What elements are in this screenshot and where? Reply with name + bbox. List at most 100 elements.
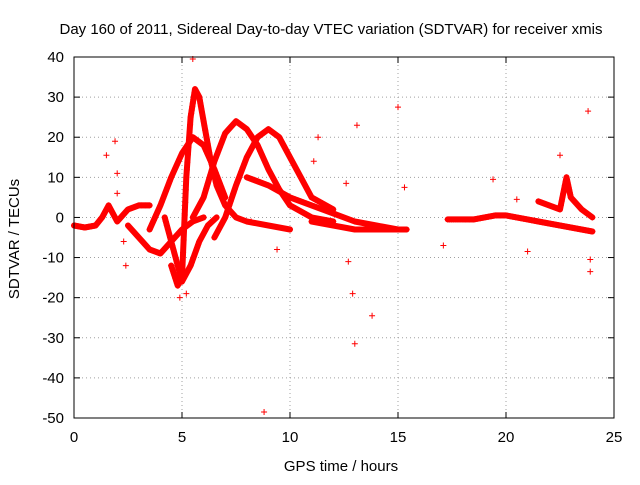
x-tick-label: 5 [178,429,186,446]
trace-point [180,249,187,256]
trace-point [243,154,250,161]
trace-point [204,151,211,158]
trace-point [276,224,283,231]
trace-point [193,216,200,223]
trace-point [273,181,280,188]
trace-point [204,180,211,187]
trace-point [550,203,557,210]
trace-point [190,96,197,103]
trace-point [322,220,329,227]
trace-point [242,217,249,224]
trace-point [262,160,269,167]
trace-point [354,218,361,225]
trace-point [158,198,165,205]
outlier-point [585,108,592,115]
trace-point [250,141,257,148]
trace-point [212,231,219,238]
trace-point [564,179,571,186]
trace-point [180,237,187,244]
trace-point [189,214,196,221]
trace-point [260,180,266,187]
trace-point [295,169,302,176]
trace-point [293,166,300,173]
trace-point [174,262,181,269]
trace-point [152,248,158,255]
trace-point [203,185,210,192]
trace-point [218,183,225,190]
trace-point [245,151,252,158]
trace-point [289,159,296,166]
outlier-point [315,134,322,141]
trace-point [265,222,272,229]
trace-point [126,205,133,212]
trace-point [327,209,334,216]
trace-point [195,241,202,248]
trace-point [282,146,289,153]
trace-point [544,201,551,208]
trace-point [262,221,269,228]
outlier-point [261,408,268,415]
trace-point [129,204,136,211]
trace-point [198,109,205,116]
trace-point [249,144,256,151]
trace-point [308,218,315,225]
x-tick-label: 25 [606,429,623,446]
trace-point [588,213,595,220]
trace-point [270,223,277,230]
trace-point [242,125,249,132]
trace-point [330,222,337,229]
trace-point [246,149,253,156]
trace-point [214,173,221,180]
trace-point [589,214,596,221]
trace-point [276,134,283,141]
trace-point [247,146,254,153]
x-tick-label: 10 [282,429,299,446]
trace-point [311,218,318,225]
outlier-point [349,290,356,297]
trace-point [188,259,195,266]
trace-point [215,176,222,183]
trace-point [168,238,175,245]
trace-point [222,194,229,201]
trace-point [149,247,156,254]
trace-point [170,270,177,277]
trace-point [304,186,311,193]
trace-point [220,190,227,197]
outlier-point [353,122,360,129]
trace-point [261,157,268,164]
trace-point [162,218,169,225]
trace-point [264,163,271,170]
trace-point [208,160,215,167]
trace-point [164,226,171,233]
trace-point [567,191,574,198]
trace-point [187,114,194,121]
trace-point [284,149,291,156]
trace-point [238,216,245,223]
trace-point [560,190,567,197]
trace-point [197,215,204,222]
y-tick-label: 0 [56,209,64,226]
trace-point [220,216,227,223]
trace-point [251,177,258,184]
trace-point [280,141,287,148]
trace-point [169,267,176,274]
trace-point [206,154,212,161]
trace-point [219,219,226,226]
trace-point [172,165,179,172]
trace-point [292,164,299,171]
trace-point [305,189,312,196]
trace-point [172,275,179,282]
outlier-point [103,152,110,159]
trace-point [194,244,201,251]
trace-point [134,202,141,209]
trace-point [190,253,197,260]
trace-point [146,202,153,209]
trace-point [216,224,223,231]
trace-point [216,144,223,151]
trace-point [171,250,178,257]
trace-point [215,226,222,233]
trace-point [195,216,202,223]
trace-point [227,198,234,205]
trace-point [230,190,237,197]
trace-point [197,100,204,107]
